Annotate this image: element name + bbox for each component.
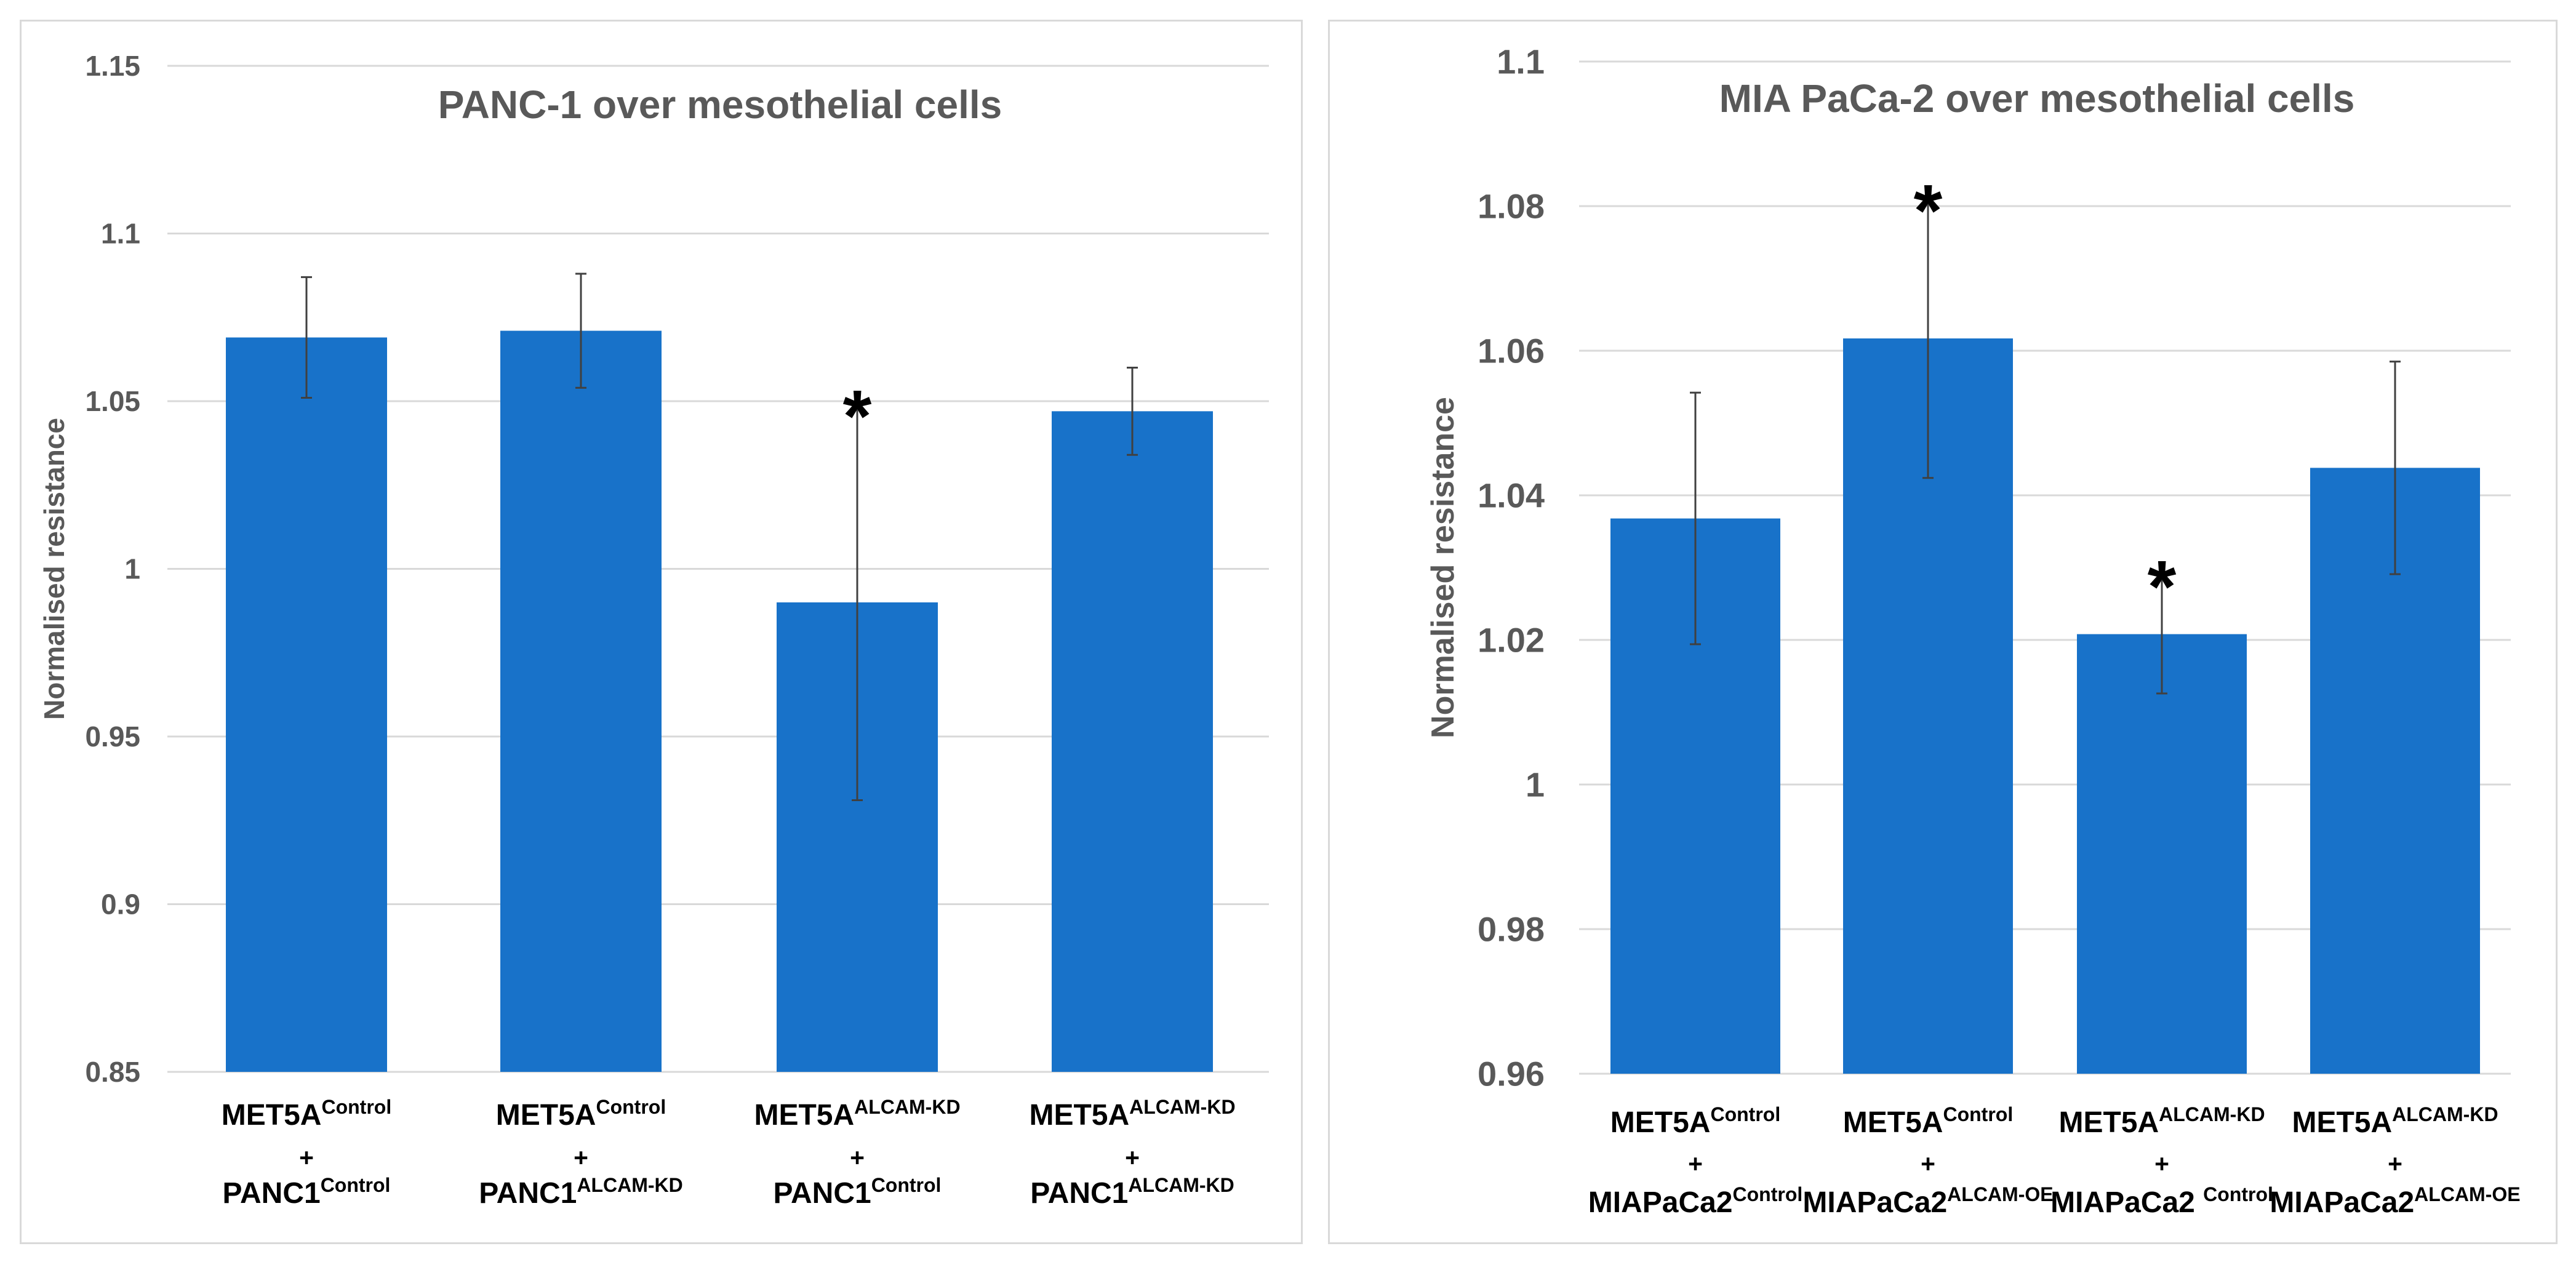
chart2-category-label-4-plus: +	[2388, 1149, 2402, 1178]
chart1-category-label-3-plus: +	[850, 1143, 865, 1172]
chart1-category-label-3-line3: PANC1Control	[774, 1174, 942, 1210]
chart2-y-tick-label: 1	[1526, 765, 1545, 804]
chart2-category-label-3-plus: +	[2154, 1149, 2169, 1178]
chart1-significance-marker-3: *	[843, 375, 872, 457]
chart2-category-label-1-line1: MET5AControl	[1610, 1103, 1780, 1139]
chart1-y-tick-label: 0.85	[85, 1056, 140, 1088]
chart1-bar-1	[226, 337, 387, 1072]
chart1-category-label-1-line1: MET5AControl	[222, 1096, 391, 1132]
chart2-y-tick-label: 1.1	[1497, 42, 1545, 81]
chart2-category-label-3-line3: MIAPaCa2 Control	[2050, 1183, 2273, 1219]
chart2-bar-3	[2077, 634, 2247, 1074]
chart1-bar-2	[500, 330, 662, 1072]
chart1-title: PANC-1 over mesothelial cells	[438, 82, 1002, 127]
chart1-category-label-3-line1: MET5AALCAM-KD	[754, 1096, 960, 1132]
chart2-significance-marker-3: *	[2148, 545, 2177, 628]
chart1-bar-4	[1052, 411, 1213, 1072]
chart2-y-tick-label: 0.98	[1478, 910, 1545, 949]
chart1-y-tick-label: 1	[124, 553, 140, 585]
chart2-y-tick-label: 0.96	[1478, 1055, 1545, 1093]
chart2-category-label-4-line1: MET5AALCAM-KD	[2292, 1103, 2498, 1139]
chart2-category-label-1-plus: +	[1688, 1149, 1703, 1178]
chart2-y-tick-label: 1.08	[1478, 187, 1545, 226]
chart2-category-label-2-plus: +	[1921, 1149, 1935, 1178]
chart1-category-label-2-plus: +	[574, 1143, 588, 1172]
chart1-y-tick-label: 1.1	[101, 218, 140, 250]
chart1-category-label-4-plus: +	[1125, 1143, 1140, 1172]
chart2-y-axis-title: Normalised resistance	[1425, 397, 1461, 738]
chart1-y-tick-label: 1.15	[85, 50, 140, 82]
chart1-category-label-4-line3: PANC1ALCAM-KD	[1030, 1174, 1234, 1210]
chart2-y-tick-label: 1.02	[1478, 621, 1545, 660]
chart2-y-tick-label: 1.06	[1478, 332, 1545, 370]
chart1-category-label-2-line1: MET5AControl	[496, 1096, 666, 1132]
chart2-category-label-4-line3: MIAPaCa2ALCAM-OE	[2270, 1183, 2520, 1219]
chart1-category-label-2-line3: PANC1ALCAM-KD	[479, 1174, 683, 1210]
chart1-y-tick-label: 0.9	[101, 889, 140, 921]
chart1-y-axis-title: Normalised resistance	[38, 418, 70, 720]
chart2-category-label-3-line1: MET5AALCAM-KD	[2058, 1103, 2265, 1139]
chart2-category-label-2-line3: MIAPaCa2ALCAM-OE	[1802, 1183, 2053, 1219]
chart1-y-tick-label: 0.95	[85, 721, 140, 753]
chart1-category-label-1-plus: +	[299, 1143, 314, 1172]
chart2-category-label-1-line3: MIAPaCa2Control	[1588, 1183, 1803, 1219]
chart2-significance-marker-2: *	[1914, 169, 1943, 252]
chart1-category-label-4-line1: MET5AALCAM-KD	[1029, 1096, 1235, 1132]
chart1-category-label-1-line3: PANC1Control	[223, 1174, 391, 1210]
chart2-category-label-2-line1: MET5AControl	[1843, 1103, 2013, 1139]
chart2-y-tick-label: 1.04	[1478, 476, 1545, 515]
chart2-title: MIA PaCa-2 over mesothelial cells	[1719, 76, 2355, 121]
chart1-y-tick-label: 1.05	[85, 385, 140, 417]
